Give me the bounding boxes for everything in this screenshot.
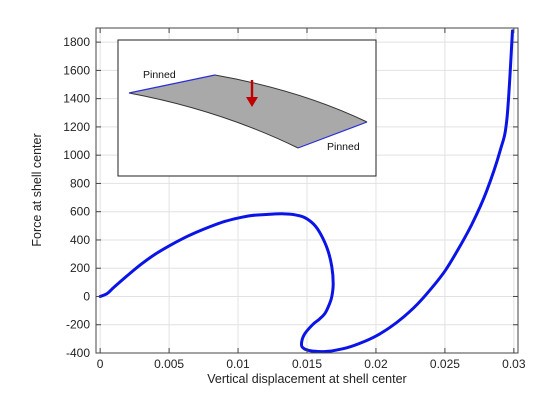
y-tick-label: 1200 — [63, 120, 90, 134]
pinned-edge-right — [297, 121, 368, 149]
pinned-edge-left — [128, 74, 216, 94]
y-tick-label: 600 — [70, 205, 90, 219]
y-tick-label: 200 — [70, 261, 90, 275]
y-axis-title: Force at shell center — [30, 133, 44, 246]
y-tick-label: 1800 — [63, 35, 90, 49]
x-tick-label: 0.01 — [226, 357, 250, 371]
y-tick-label: 400 — [70, 233, 90, 247]
y-tick-label: 1000 — [63, 148, 90, 162]
load-arrow-icon — [246, 80, 258, 107]
y-tick-label: -200 — [66, 318, 90, 332]
x-tick-label: 0.005 — [154, 357, 184, 371]
x-tick-label: 0 — [97, 357, 104, 371]
inset-label-pinned-left: Pinned — [143, 69, 176, 81]
y-tick-label: 800 — [70, 176, 90, 190]
y-tick-label: 1600 — [63, 63, 90, 77]
axis-ticks — [96, 28, 518, 354]
y-tick-label: -400 — [66, 346, 90, 360]
y-tick-labels: -400 -200 0 200 400 600 800 1000 1200 1400 1600 180… — [63, 35, 90, 360]
y-tick-label: 1400 — [63, 92, 90, 106]
inset-diagram: Pinned Pinned — [117, 39, 377, 177]
shell-curved-edge-top — [214, 74, 368, 123]
shell-curved-edge-bottom — [128, 92, 299, 149]
x-tick-label: 0.025 — [430, 357, 460, 371]
x-axis-title: Vertical displacement at shell center — [207, 372, 406, 386]
inset-label-pinned-right: Pinned — [327, 141, 360, 153]
y-tick-label: 0 — [83, 289, 90, 303]
x-tick-label: 0.02 — [364, 357, 388, 371]
x-tick-labels: 0 0.005 0.01 0.015 0.02 0.025 0.03 — [97, 357, 526, 371]
x-tick-label: 0.03 — [502, 357, 526, 371]
series-line — [98, 29, 514, 354]
x-tick-label: 0.015 — [292, 357, 322, 371]
shell-surface — [129, 75, 367, 148]
